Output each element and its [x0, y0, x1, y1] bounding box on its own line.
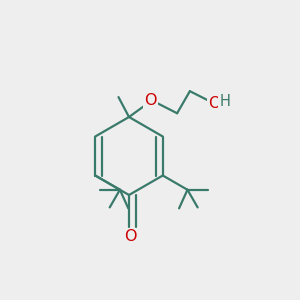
Text: O: O — [145, 93, 157, 108]
Text: H: H — [220, 94, 230, 109]
Text: O: O — [124, 229, 137, 244]
Text: O: O — [208, 96, 221, 111]
